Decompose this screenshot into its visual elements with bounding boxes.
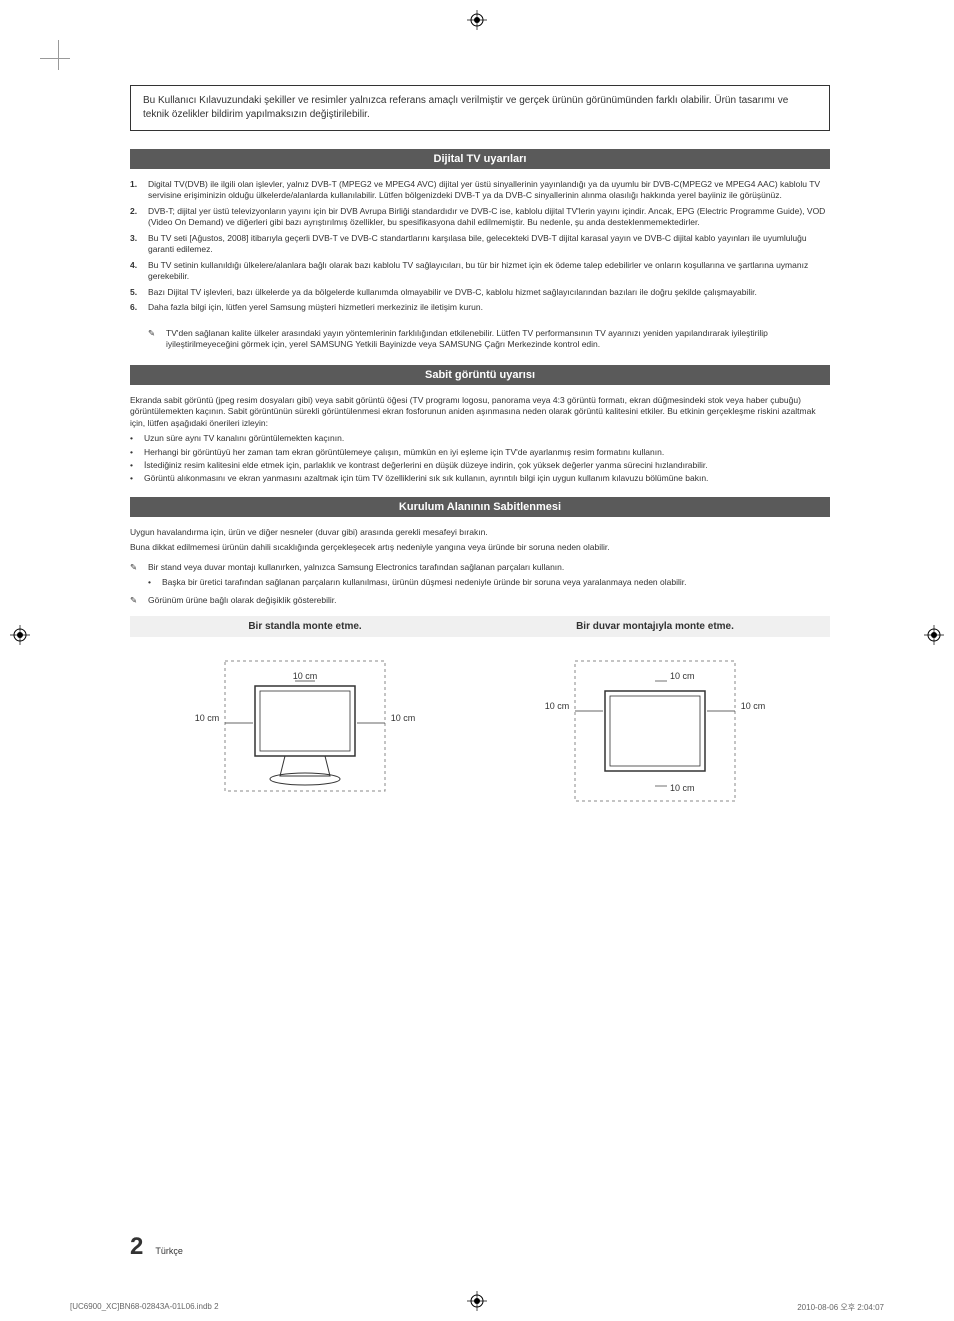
note-text: Görünüm ürüne bağlı olarak değişiklik gö… <box>148 595 337 606</box>
diagram-title: Bir duvar montajıyla monte etme. <box>480 616 830 637</box>
diagram-stand: Bir standla monte etme. 10 cm 10 cm <box>130 616 480 811</box>
note-text: Bir stand veya duvar montajı kullanırken… <box>148 562 564 573</box>
list-item: 6.Daha fazla bilgi için, lütfen yerel Sa… <box>130 302 830 313</box>
note-icon: ✎ <box>148 328 166 351</box>
still-image-bullets: •Uzun süre aynı TV kanalını görüntülemek… <box>130 433 830 485</box>
section-header-installation: Kurulum Alanının Sabitlenmesi <box>130 497 830 517</box>
item-text: Bu TV seti [Ağustos, 2008] itibarıyla ge… <box>148 233 830 256</box>
list-item: •Herhangi bir görüntüyü her zaman tam ek… <box>130 447 830 458</box>
sub-bullet: • Başka bir üretici tarafından sağlanan … <box>148 577 830 588</box>
bullet-icon: • <box>130 473 144 484</box>
diagram-title: Bir standla monte etme. <box>130 616 480 637</box>
measurement-label: 10 cm <box>670 783 695 793</box>
print-date: 2010-08-06 오후 2:04:07 <box>797 1302 884 1313</box>
bullet-text: Görüntü alıkonmasını ve ekran yanmasını … <box>144 473 708 484</box>
measurement-label: 10 cm <box>293 671 318 681</box>
diagrams-row: Bir standla monte etme. 10 cm 10 cm <box>130 616 830 811</box>
registration-mark-left <box>10 625 30 645</box>
print-filename: [UC6900_XC]BN68-02843A-01L06.indb 2 <box>70 1302 219 1313</box>
bullet-text: İstediğiniz resim kalitesini elde etmek … <box>144 460 708 471</box>
item-number: 4. <box>130 260 148 283</box>
crop-mark <box>40 58 70 59</box>
bullet-icon: • <box>130 433 144 444</box>
list-item: •Uzun süre aynı TV kanalını görüntülemek… <box>130 433 830 444</box>
list-item: 1.Digital TV(DVB) ile ilgili olan işlevl… <box>130 179 830 202</box>
bullet-icon: • <box>130 460 144 471</box>
note-line: ✎ Bir stand veya duvar montajı kullanırk… <box>130 562 830 573</box>
measurement-label: 10 cm <box>195 713 220 723</box>
note-line: ✎ Görünüm ürüne bağlı olarak değişiklik … <box>130 595 830 606</box>
still-image-intro: Ekranda sabit görüntü (jpeg resim dosyal… <box>130 395 830 429</box>
crop-mark <box>58 40 59 70</box>
bullet-text: Herhangi bir görüntüyü her zaman tam ekr… <box>144 447 664 458</box>
list-item: 4.Bu TV setinin kullanıldığı ülkelere/al… <box>130 260 830 283</box>
page-language: Türkçe <box>155 1246 183 1256</box>
diagram-wall: Bir duvar montajıyla monte etme. 10 cm 1… <box>480 616 830 811</box>
measurement-label: 10 cm <box>670 671 695 681</box>
bullet-icon: • <box>148 577 162 588</box>
notice-box: Bu Kullanıcı Kılavuzundaki şekiller ve r… <box>130 85 830 131</box>
sub-bullet-text: Başka bir üretici tarafından sağlanan pa… <box>162 577 686 588</box>
page-number: 2 <box>130 1233 143 1261</box>
item-number: 3. <box>130 233 148 256</box>
sub-note-text: TV'den sağlanan kalite ülkeler arasındak… <box>166 328 830 351</box>
item-number: 5. <box>130 287 148 298</box>
digital-tv-list: 1.Digital TV(DVB) ile ilgili olan işlevl… <box>130 179 830 314</box>
item-text: DVB-T; dijital yer üstü televizyonların … <box>148 206 830 229</box>
page-content: Bu Kullanıcı Kılavuzundaki şekiller ve r… <box>130 85 830 811</box>
bullet-text: Uzun süre aynı TV kanalını görüntülemekt… <box>144 433 344 444</box>
item-text: Digital TV(DVB) ile ilgili olan işlevler… <box>148 179 830 202</box>
list-item: 2.DVB-T; dijital yer üstü televizyonları… <box>130 206 830 229</box>
diagram-stand-svg: 10 cm 10 cm 10 cm <box>130 651 480 811</box>
registration-mark-top <box>467 10 487 30</box>
print-footer: [UC6900_XC]BN68-02843A-01L06.indb 2 2010… <box>70 1302 884 1313</box>
diagram-wall-svg: 10 cm 10 cm 10 cm 10 cm <box>480 651 830 811</box>
item-text: Bu TV setinin kullanıldığı ülkelere/alan… <box>148 260 830 283</box>
item-number: 1. <box>130 179 148 202</box>
bullet-icon: • <box>130 447 144 458</box>
installation-para2: Buna dikkat edilmemesi ürünün dahili sıc… <box>130 542 830 553</box>
list-item: •Görüntü alıkonmasını ve ekran yanmasını… <box>130 473 830 484</box>
list-item: 3.Bu TV seti [Ağustos, 2008] itibarıyla … <box>130 233 830 256</box>
item-text: Bazı Dijital TV işlevleri, bazı ülkelerd… <box>148 287 830 298</box>
list-item: •İstediğiniz resim kalitesini elde etmek… <box>130 460 830 471</box>
installation-para1: Uygun havalandırma için, ürün ve diğer n… <box>130 527 830 538</box>
item-number: 6. <box>130 302 148 313</box>
item-number: 2. <box>130 206 148 229</box>
measurement-label: 10 cm <box>545 701 570 711</box>
section-header-digital-tv: Dijital TV uyarıları <box>130 149 830 169</box>
note-icon: ✎ <box>130 595 148 606</box>
list-item: 5.Bazı Dijital TV işlevleri, bazı ülkele… <box>130 287 830 298</box>
measurement-label: 10 cm <box>741 701 766 711</box>
registration-mark-right <box>924 625 944 645</box>
measurement-label: 10 cm <box>391 713 416 723</box>
item-text: Daha fazla bilgi için, lütfen yerel Sams… <box>148 302 830 313</box>
section-header-still-image: Sabit görüntü uyarısı <box>130 365 830 385</box>
sub-note: ✎ TV'den sağlanan kalite ülkeler arasınd… <box>148 328 830 351</box>
note-icon: ✎ <box>130 562 148 573</box>
page-footer: 2 Türkçe <box>130 1233 183 1261</box>
